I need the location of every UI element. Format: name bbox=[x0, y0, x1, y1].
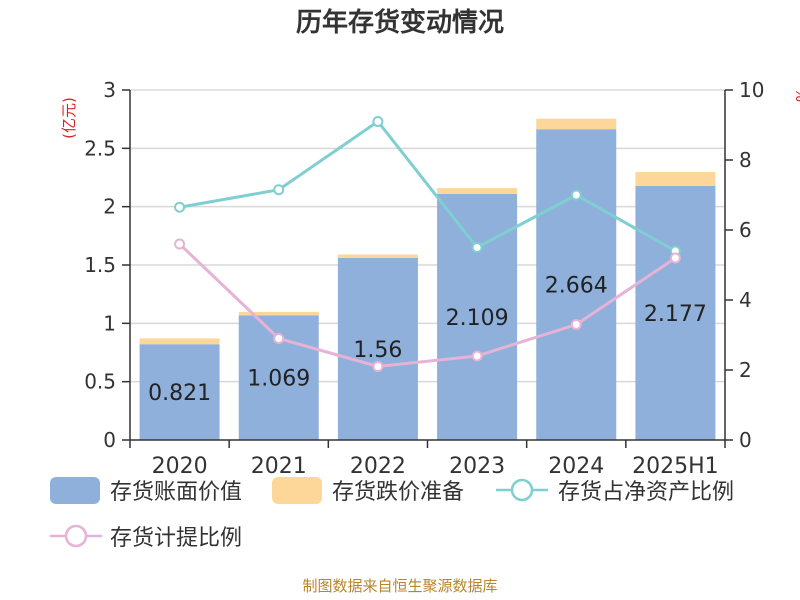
left-axis-tick-label: 1.5 bbox=[84, 253, 116, 277]
bar-impairment bbox=[635, 172, 716, 187]
right-axis-tick-label: 0 bbox=[739, 428, 752, 452]
bars bbox=[139, 118, 716, 440]
line-provision-ratio bbox=[178, 242, 677, 369]
bar-value-label: 2.664 bbox=[545, 274, 608, 299]
chart-title: 历年存货变动情况 bbox=[296, 7, 504, 38]
point-net-asset-ratio bbox=[570, 189, 582, 201]
x-axis-tick-label: 2020 bbox=[152, 454, 208, 479]
point-net-asset-ratio bbox=[471, 242, 483, 253]
point-provision-ratio bbox=[669, 252, 681, 264]
right-axis-tick-label: 10 bbox=[739, 78, 764, 102]
legend-marker-net-asset-ratio bbox=[510, 478, 534, 502]
right-axis-tick-label: 4 bbox=[739, 288, 752, 312]
left-axis-tick-label: 1 bbox=[103, 311, 116, 335]
right-axis-tick-label: 6 bbox=[739, 218, 752, 242]
right-axis-tick-label: 2 bbox=[739, 358, 752, 382]
bar-impairment bbox=[337, 254, 418, 258]
legend-item-provision-ratio[interactable]: 存货计提比例 bbox=[50, 524, 242, 551]
left-axis-tick-label: 2.5 bbox=[84, 136, 116, 160]
lines bbox=[174, 116, 681, 372]
line-net-asset-ratio bbox=[179, 119, 677, 253]
source-note: 制图数据来自恒生聚源数据库 bbox=[302, 577, 497, 595]
point-net-asset-ratio bbox=[273, 184, 285, 196]
x-axis-tick-label: 2024 bbox=[548, 454, 604, 479]
bar-value-label: 0.821 bbox=[148, 381, 211, 406]
right-axis-tick-label: 8 bbox=[739, 148, 752, 172]
bar-book-value bbox=[635, 186, 716, 440]
point-net-asset-ratio bbox=[372, 116, 384, 127]
point-provision-ratio bbox=[273, 333, 285, 344]
x-axis-tick-label: 2022 bbox=[350, 454, 406, 479]
bar-book-value bbox=[139, 344, 220, 440]
grid-lines bbox=[130, 89, 725, 383]
left-axis-tick-label: 0.5 bbox=[84, 370, 116, 394]
bar-book-value bbox=[337, 258, 418, 440]
point-provision-ratio bbox=[471, 350, 483, 362]
legend-label-book-value: 存货账面价值 bbox=[110, 480, 242, 505]
bar-impairment bbox=[437, 188, 518, 194]
legend-swatch-book-value bbox=[50, 477, 100, 504]
point-provision-ratio bbox=[570, 319, 582, 330]
point-net-asset-ratio bbox=[174, 201, 186, 213]
legend-label-net-asset-ratio: 存货占净资产比例 bbox=[558, 480, 734, 505]
data-labels: 0.821 1.069 1.56 2.109 2.664 2.177 bbox=[148, 274, 707, 407]
bar-value-label: 1.56 bbox=[353, 338, 402, 363]
legend-item-book-value[interactable]: 存货账面价值 bbox=[50, 477, 242, 505]
point-provision-ratio bbox=[372, 361, 384, 372]
x-axis-tick-label: 2025H1 bbox=[632, 454, 719, 479]
legend-item-impairment[interactable]: 存货跌价准备 bbox=[272, 477, 464, 505]
x-axis-tick-label: 2023 bbox=[449, 454, 505, 479]
bar-value-label: 2.109 bbox=[446, 306, 509, 331]
right-axis-unit: % bbox=[792, 88, 800, 102]
x-axis-tick-label: 2021 bbox=[251, 454, 307, 479]
legend-label-impairment: 存货跌价准备 bbox=[332, 480, 464, 505]
left-axis-tick-label: 3 bbox=[103, 78, 116, 102]
left-axis-tick-label: 2 bbox=[103, 195, 116, 219]
legend-marker-provision-ratio bbox=[64, 524, 88, 548]
bar-book-value bbox=[536, 129, 617, 440]
left-axis-tick-label: 0 bbox=[103, 428, 116, 452]
bar-value-label: 1.069 bbox=[247, 367, 310, 392]
legend-swatch-impairment bbox=[272, 477, 322, 504]
bar-value-label: 2.177 bbox=[644, 302, 707, 327]
axes: 0 0.5 1 1.5 2 2.5 3 0 2 4 6 8 10 2020 2021 2022 2023 2024… bbox=[84, 78, 764, 479]
legend-item-net-asset-ratio[interactable]: 存货占净资产比例 bbox=[496, 478, 734, 505]
bar-impairment bbox=[139, 338, 220, 345]
legend-label-provision-ratio: 存货计提比例 bbox=[110, 526, 242, 551]
legend: 存货账面价值 存货跌价准备 存货占净资产比例 存货计提比例 bbox=[50, 477, 734, 551]
left-axis-unit: (亿元) bbox=[60, 97, 78, 139]
point-provision-ratio bbox=[174, 238, 186, 250]
bar-impairment bbox=[536, 118, 617, 130]
bar-impairment bbox=[238, 311, 319, 316]
